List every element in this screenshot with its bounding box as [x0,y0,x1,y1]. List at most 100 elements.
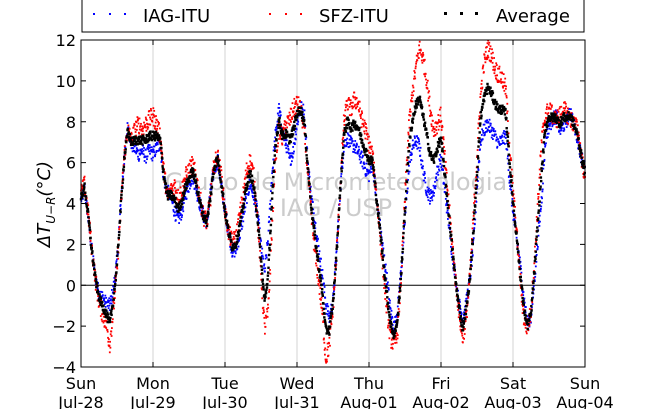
data-point [489,124,492,127]
data-point [495,136,498,139]
data-point [351,105,354,108]
data-point [352,148,355,150]
data-point [369,141,372,144]
data-point [516,230,519,233]
data-point [511,198,514,200]
data-point [319,277,323,280]
data-point [384,263,387,266]
data-point [314,222,317,224]
data-point [277,142,279,145]
data-point [570,112,573,114]
data-point [269,231,272,235]
data-point [416,103,420,106]
data-point [133,124,136,126]
data-point [427,149,431,153]
data-point [370,160,374,163]
data-point [132,126,135,129]
data-point [120,189,123,193]
data-point [177,213,179,216]
data-point [355,142,358,145]
data-point [114,275,117,278]
data-point [109,311,113,315]
data-point [246,173,249,175]
data-point [112,285,114,288]
data-point [517,259,521,262]
data-point [498,106,501,110]
data-point [334,268,337,271]
data-point [87,213,90,216]
data-point [285,135,288,139]
data-point [521,288,524,291]
data-point [450,253,453,256]
data-point [263,264,265,267]
grid-lines [152,40,514,367]
data-point [149,152,151,155]
data-point [540,167,543,170]
data-point [333,279,336,282]
data-point [360,138,364,142]
data-point [399,285,402,288]
data-point [285,147,288,150]
data-point [143,147,145,149]
data-point [396,334,399,337]
data-point [163,168,165,171]
data-point [452,252,455,255]
data-point [188,180,191,183]
data-point [105,313,108,316]
data-point [523,309,527,312]
data-point [108,351,111,354]
data-point [417,138,420,141]
data-point [450,245,452,248]
data-point [548,127,551,130]
data-point [386,272,388,274]
data-point [258,245,262,249]
data-point [401,240,404,243]
data-point [408,164,410,167]
data-point [488,41,491,44]
data-point [480,114,483,117]
data-point [235,229,238,231]
data-point [480,90,483,93]
data-point [321,288,324,291]
data-point [470,251,474,254]
data-point [444,175,447,179]
data-point [362,167,365,170]
data-point [390,322,393,326]
data-point [337,230,339,233]
data-point [276,131,279,135]
data-point [368,151,371,154]
data-point [292,111,294,114]
data-point [179,186,182,189]
data-point [108,318,111,322]
data-point [96,288,99,291]
data-point [261,272,264,275]
data-point [182,185,185,187]
data-point [297,123,299,126]
data-point [279,129,282,133]
data-point [365,162,368,165]
data-point [402,227,405,230]
data-point [266,282,269,286]
data-point [431,199,434,202]
data-point [538,225,541,227]
data-point [174,181,177,184]
data-point [428,146,431,150]
data-point [214,170,217,173]
data-point [327,310,329,313]
data-point [535,215,538,218]
data-point [510,188,513,191]
data-point [307,173,309,176]
data-point [267,258,270,261]
data-point [504,107,507,111]
data-point [180,218,183,221]
data-point [147,126,150,129]
data-point [488,129,491,132]
data-point [418,97,421,100]
data-point [324,320,327,324]
data-point [102,304,105,307]
data-point [347,133,350,136]
data-point [552,117,555,120]
data-point [536,203,539,205]
data-point [387,281,389,284]
data-point [262,288,265,291]
